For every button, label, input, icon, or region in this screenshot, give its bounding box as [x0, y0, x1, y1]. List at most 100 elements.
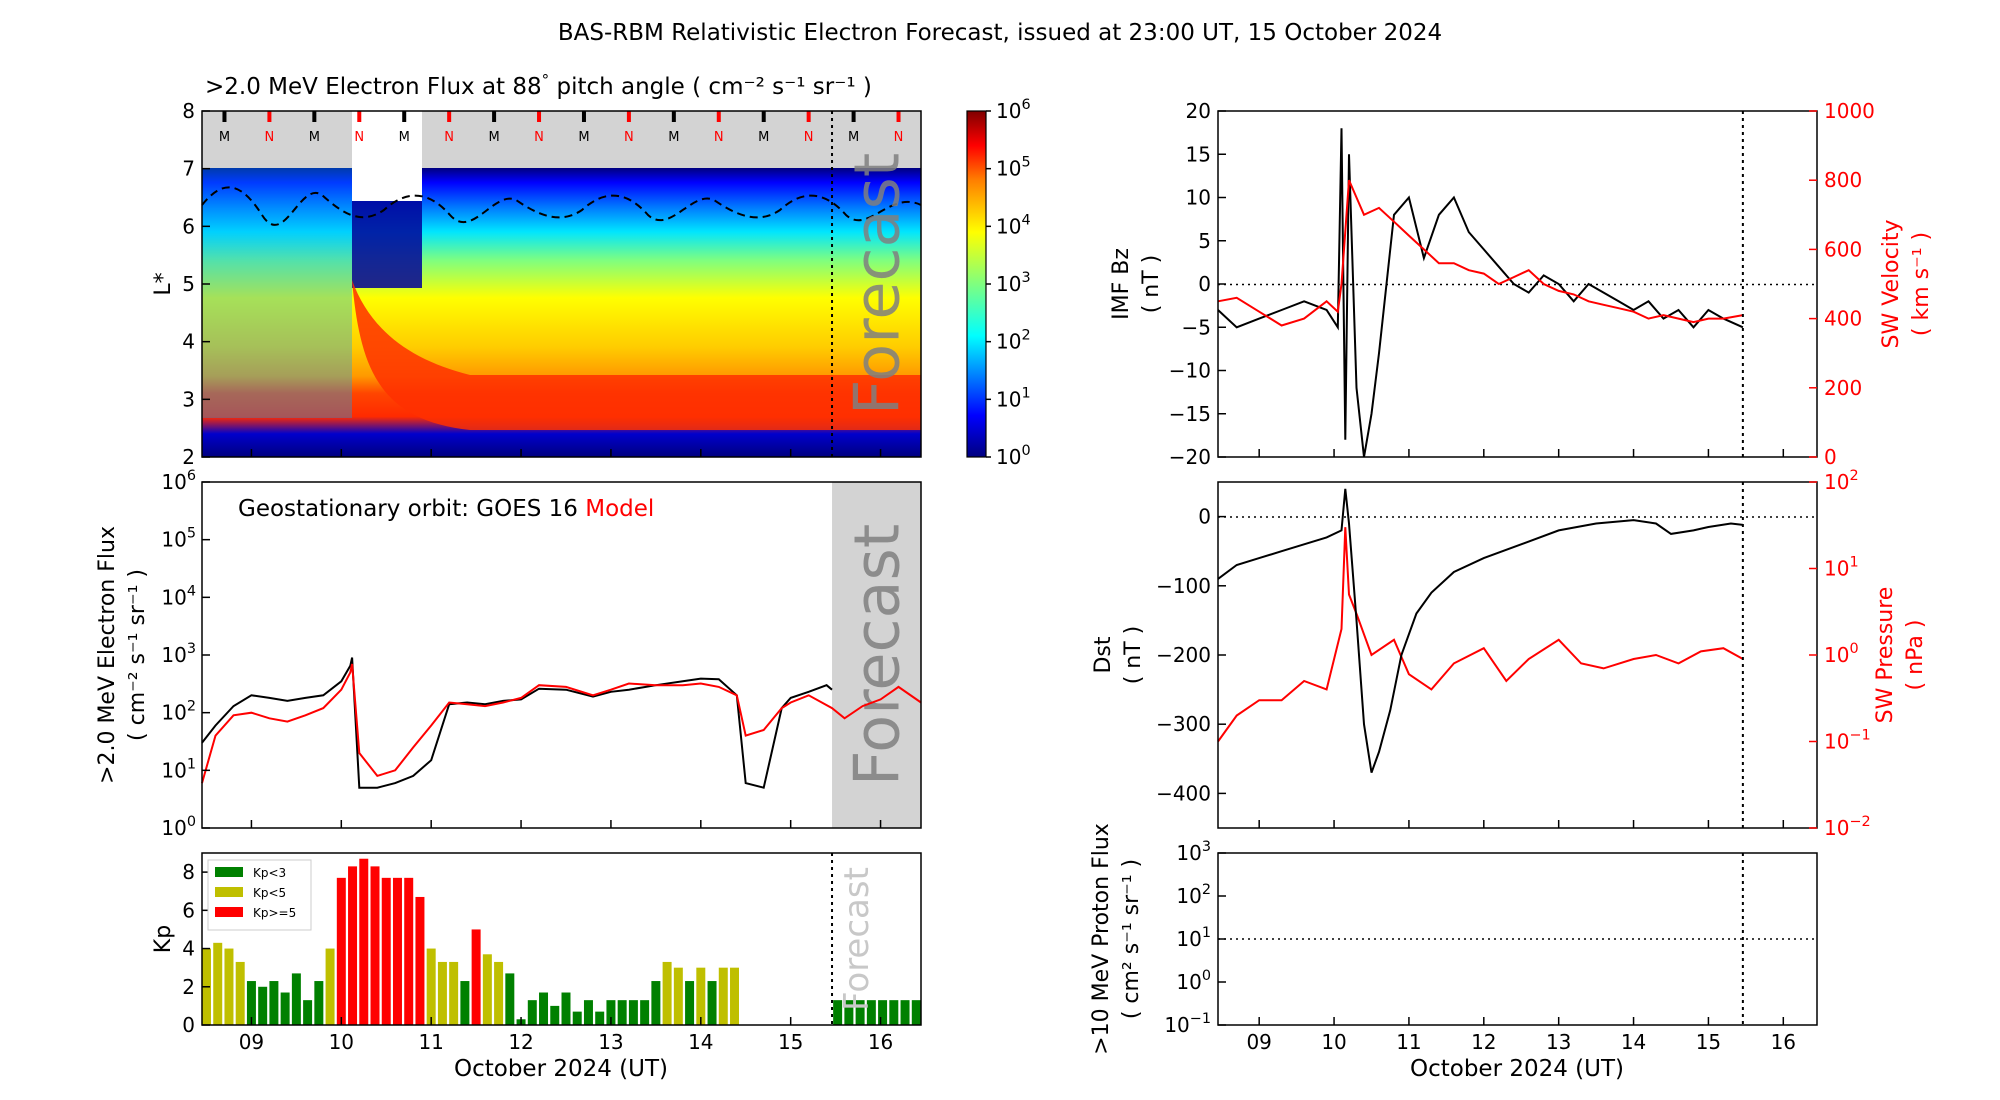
kp-ytick-label: 2: [182, 975, 195, 999]
kp-xtick-label: 13: [598, 1030, 623, 1054]
marker-label: M: [758, 130, 769, 145]
kp-bar: [471, 929, 481, 1025]
geo-flux-ylabel: >2.0 MeV Electron Flux: [95, 526, 120, 784]
proton-xtick-label: 15: [1696, 1030, 1721, 1054]
geo-flux-legend: Geostationary orbit: GOES 16 Model: [238, 496, 654, 522]
kp-bar: [415, 896, 425, 1025]
marker-tick: [447, 111, 452, 122]
velocity-ylabel-units: ( km s⁻¹ ): [1909, 232, 1934, 336]
geo-flux-model-line: [201, 663, 922, 784]
geo-flux-ytick-label: 105: [161, 526, 196, 552]
geo-flux-panel: Forecast 100 101 102 103 104 105 106 Geostatio…: [95, 468, 922, 840]
kp-bar: [482, 954, 492, 1025]
proton-ytick-label: 101: [1176, 925, 1211, 951]
kp-bar: [449, 961, 459, 1025]
kp-bar: [314, 981, 324, 1025]
proton-xtick-label: 16: [1771, 1030, 1796, 1054]
kp-bar: [460, 981, 470, 1025]
kp-bar: [213, 942, 223, 1025]
kp-forecast-bar: [878, 1000, 888, 1025]
kp-xtick-label: 11: [418, 1030, 443, 1054]
marker-tick: [492, 111, 497, 122]
proton-ytick-label: 10−1: [1164, 1011, 1211, 1037]
kp-forecast-bar: [911, 1000, 921, 1025]
pressure-ytick-label: 100: [1824, 641, 1859, 667]
dst-ytick-label: −400: [1156, 781, 1211, 805]
imf-ytick-label: 15: [1186, 142, 1211, 166]
sw-pressure-line: [1217, 527, 1744, 743]
kp-xlabel: October 2024 (UT): [454, 1056, 668, 1082]
proton-ytick-label: 100: [1176, 968, 1211, 994]
marker-tick: [581, 111, 586, 122]
kp-bar: [685, 981, 695, 1025]
colorbar-tick-label: 100: [996, 443, 1031, 469]
kp-bar: [696, 967, 706, 1025]
kp-bar: [494, 961, 504, 1025]
kp-forecast-bar: [844, 1000, 854, 1025]
kp-ytick-label: 6: [182, 898, 195, 922]
proton-xtick-label: 12: [1471, 1030, 1496, 1054]
dst-ytick-label: 0: [1198, 505, 1211, 529]
flux-map-title: >2.0 MeV Electron Flux at 88° pitch angl…: [205, 71, 872, 100]
marker-tick: [402, 111, 407, 122]
marker-label: N: [265, 130, 275, 145]
kp-bar: [280, 992, 290, 1025]
kp-forecast-bar: [855, 1000, 865, 1025]
imf-panel: −20 −15 −10 −5 0 5 10 15 20 0 200 400 600 800 1000 IM…: [1109, 99, 1934, 469]
kp-bar: [539, 992, 549, 1025]
pressure-ylabel: SW Pressure: [1873, 587, 1898, 724]
kp-legend-high: Kp>=5: [253, 906, 296, 920]
kp-xtick-label: 15: [778, 1030, 803, 1054]
proton-xtick-label: 10: [1321, 1030, 1346, 1054]
dst-ylabel: Dst: [1091, 636, 1116, 673]
kp-forecast-bar: [833, 1000, 843, 1025]
kp-forecast-bar: [866, 1000, 876, 1025]
flux-map-ytick-label: 3: [182, 387, 195, 411]
marker-tick: [357, 111, 362, 122]
imf-ytick-label: 5: [1198, 229, 1211, 253]
kp-legend-swatch-high: [215, 907, 243, 917]
marker-tick: [896, 111, 901, 122]
colorbar-tick-label: 103: [996, 270, 1031, 296]
kp-bar: [617, 1000, 627, 1025]
flux-map-prestorm: [202, 168, 352, 418]
kp-bar: [662, 961, 672, 1025]
velocity-ytick-label: 400: [1824, 307, 1862, 331]
dst-yaxis-right: 10−2 10−1 100 101 102: [1809, 468, 1871, 840]
kp-bar: [572, 1011, 582, 1025]
proton-ytick-label: 102: [1176, 882, 1211, 908]
colorbar-tick-label: 101: [996, 385, 1031, 411]
geo-flux-goes-line: [201, 657, 833, 789]
flux-map-ytick-label: 6: [182, 214, 195, 238]
marker-label: M: [219, 130, 230, 145]
proton-xtick-label: 09: [1246, 1030, 1271, 1054]
geo-flux-yaxis: 100 101 102 103 104 105 106: [161, 468, 210, 840]
pressure-ytick-label: 102: [1824, 468, 1859, 494]
kp-bar: [404, 877, 414, 1025]
kp-yaxis: 0 2 4 6 8: [182, 860, 210, 1037]
kp-bar: [527, 1000, 537, 1025]
marker-tick: [806, 111, 811, 122]
kp-bar: [246, 981, 256, 1025]
geo-flux-forecast-label: Forecast: [841, 524, 914, 786]
kp-legend: Kp<3 Kp<5 Kp>=5: [207, 859, 312, 931]
marker-label: N: [354, 130, 364, 145]
kp-bar: [291, 973, 301, 1025]
geo-flux-ylabel-units: ( cm⁻² s⁻¹ sr⁻¹ ): [125, 569, 150, 741]
kp-bar: [437, 961, 447, 1025]
colorbar-tick-label: 105: [996, 155, 1031, 181]
marker-label: N: [804, 130, 814, 145]
imf-ytick-label: −5: [1182, 315, 1211, 339]
marker-label: N: [894, 130, 904, 145]
kp-bar: [235, 961, 245, 1025]
colorbar-ticks: 100 101 102 103 104 105 106: [986, 97, 1031, 469]
kp-bar: [640, 1000, 650, 1025]
kp-xtick-label: 14: [688, 1030, 713, 1054]
dst-ytick-label: −100: [1156, 574, 1211, 598]
kp-bar: [269, 981, 279, 1025]
geo-flux-forecast-band: [832, 482, 921, 828]
flux-map-ylabel: L*: [151, 272, 176, 295]
